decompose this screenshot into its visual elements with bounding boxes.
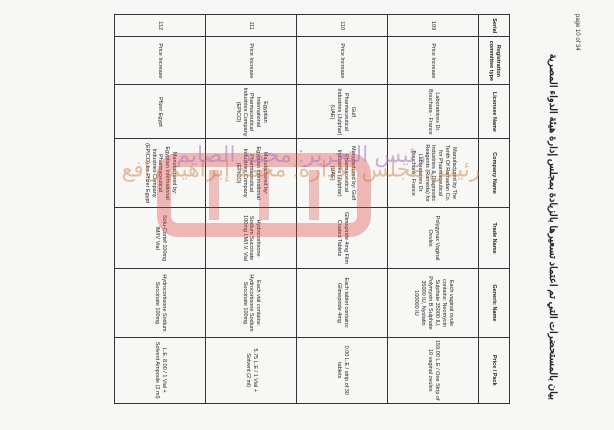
table-cell: 112 xyxy=(114,14,206,37)
table-cell: Price Increase xyxy=(296,36,388,85)
watermark-line: رئيس التحرير: محمد الصايم xyxy=(176,141,426,167)
table-cell: Gulf Pharmaceutical Industries (Julphar)… xyxy=(296,84,388,139)
table-row: 109 Price Increase Laboratoires Dr. Boucha… xyxy=(387,14,479,404)
column-header: Licensee Name xyxy=(478,84,510,139)
table-cell: Price Increase xyxy=(114,36,206,85)
table-cell: Polygynax Vaginal Ovules xyxy=(387,207,479,269)
table-cell: Price Increase xyxy=(387,36,479,85)
table-cell: Each tablet contains: Glimepiride 4mg xyxy=(296,268,388,338)
table-cell: 0.00 L.E / strip of 30 tablets xyxy=(296,337,388,404)
document-title: بيان بالمستحضرات التي تم اعتماد تسعيرها … xyxy=(547,53,558,400)
column-header: Company Name xyxy=(478,138,510,208)
watermark-logo xyxy=(157,153,371,237)
table-cell: Each vaginal ovule contains: Neomycin Su… xyxy=(387,268,479,338)
table-cell: 111 xyxy=(205,14,297,37)
page-number: page 10 of 34 xyxy=(574,14,580,51)
column-header: Trade Name xyxy=(478,207,510,269)
column-header: Price / Pack xyxy=(478,337,510,404)
table-cell: 159.00 L.E / One Strip of 10 vaginal ovu… xyxy=(387,337,479,404)
table-cell: 5.75 L.E / 1 Vial + Solvent (2 ml) xyxy=(205,337,297,404)
column-header: Registration committee type xyxy=(478,36,510,85)
header-row: Serial Registration committee type License… xyxy=(478,14,510,404)
column-header: Generic Name xyxy=(478,268,510,338)
table-cell: Laboratoires Dr. Bouchara - France xyxy=(387,84,479,139)
table-cell: Hydrocortisone Sodium Succinate 100mg xyxy=(114,268,206,338)
table-cell: Each vial contains: Hydrocortisone Sodiu… xyxy=(205,268,297,338)
table-cell: 110 xyxy=(296,14,388,37)
table-cell: 109 xyxy=(387,14,479,37)
table-cell: L.E. 8.00 / 1 Vial + Solvent Ampoule (2 … xyxy=(114,337,206,404)
table-cell: Pfizer Egypt xyxy=(114,84,206,139)
table-cell: Egyptian International Pharmaceutical In… xyxy=(205,84,297,139)
table-cell: Price Increase xyxy=(205,36,297,85)
column-header: Serial xyxy=(478,14,510,37)
